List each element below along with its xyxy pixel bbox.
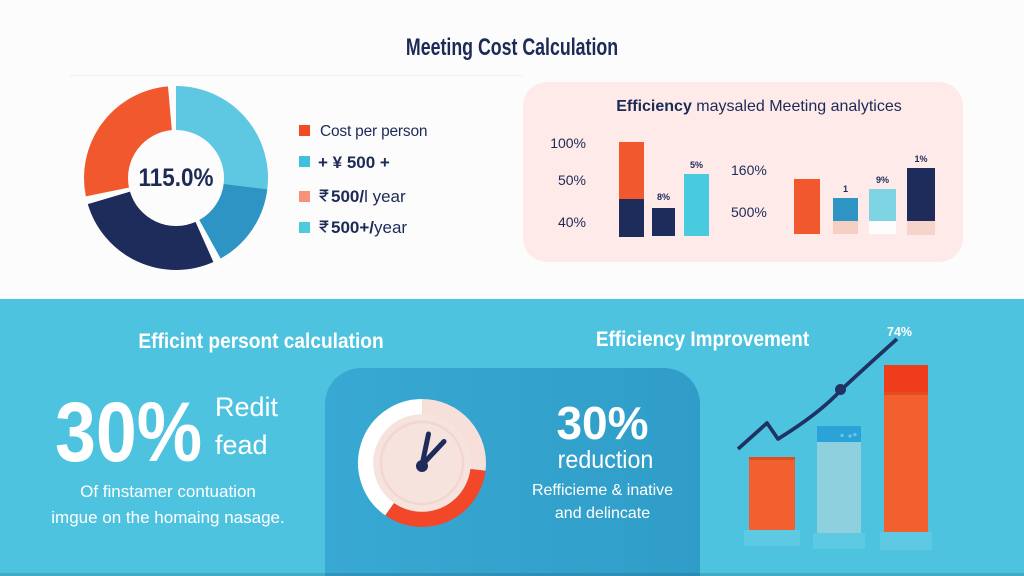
svg-text:115.0%: 115.0% <box>139 164 214 192</box>
svg-text:74%: 74% <box>887 325 912 339</box>
